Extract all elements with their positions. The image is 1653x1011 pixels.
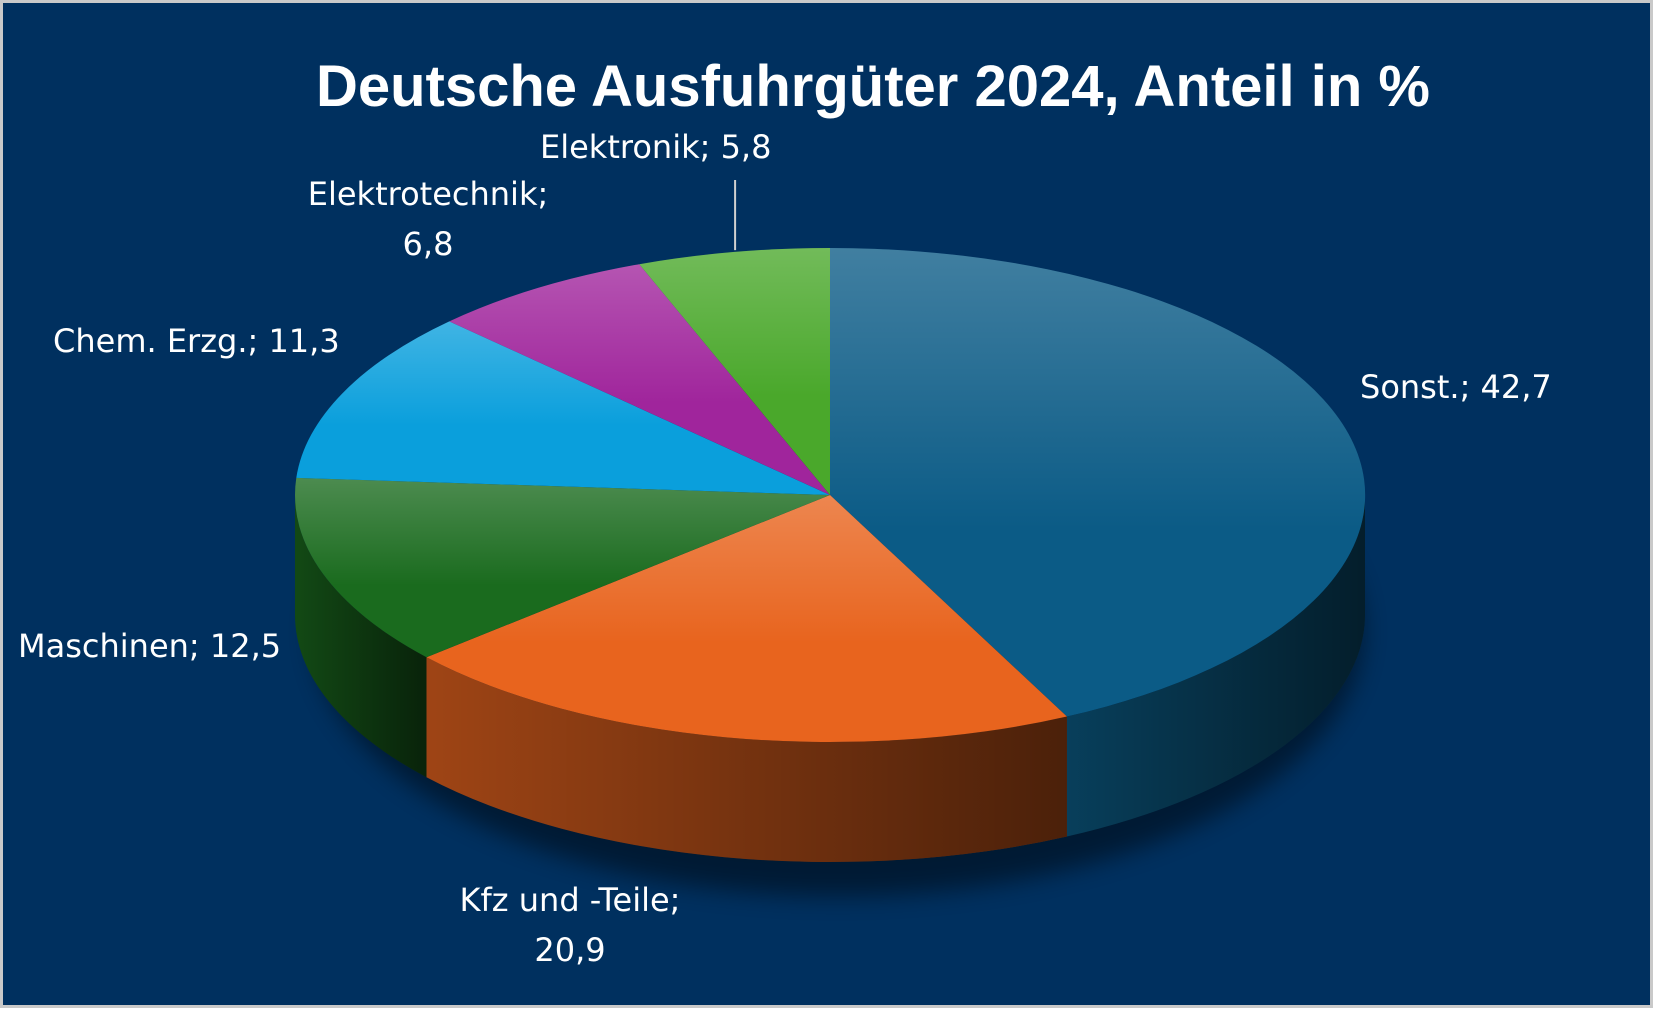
pie-slice-shine-maschinen: [295, 477, 831, 658]
data-labels: Sonst.; 42,7 Kfz und -Teile; 20,9 Maschinen…: [18, 128, 1552, 969]
data-label-kfz-und-teile: Kfz und -Teile; 20,9: [460, 881, 681, 969]
data-label-sonst: Sonst.; 42,7: [1360, 368, 1552, 406]
pie-side-shade-sonst: [1066, 495, 1365, 837]
data-label-chem-erzg: Chem. Erzg.; 11,3: [53, 322, 340, 360]
pie-slice-shine-elektrotechnik: [449, 264, 830, 495]
pie-side-shade-kfz-und-teile: [426, 657, 1067, 863]
data-label-elektronik: Elektronik; 5,8: [540, 128, 771, 166]
pie-chart: Deutsche Ausfuhrgüter 2024, Anteil in % …: [18, 54, 1552, 969]
data-label-elektrotechnik: Elektrotechnik; 6,8: [308, 175, 549, 263]
chart-title: Deutsche Ausfuhrgüter 2024, Anteil in %: [316, 54, 1430, 119]
pie-slice-shine-elektronik: [639, 248, 830, 495]
data-label-maschinen: Maschinen; 12,5: [18, 627, 281, 665]
pie-slice-shine-sonst: [830, 247, 1366, 717]
pie-slices: [295, 247, 1366, 743]
pie-slice-shine-kfz-und-teile: [426, 495, 1067, 743]
pie-side-shade-maschinen: [295, 495, 427, 778]
pie-slice-shine-chem-erzg: [296, 321, 830, 495]
pie-sides: [295, 495, 1365, 863]
